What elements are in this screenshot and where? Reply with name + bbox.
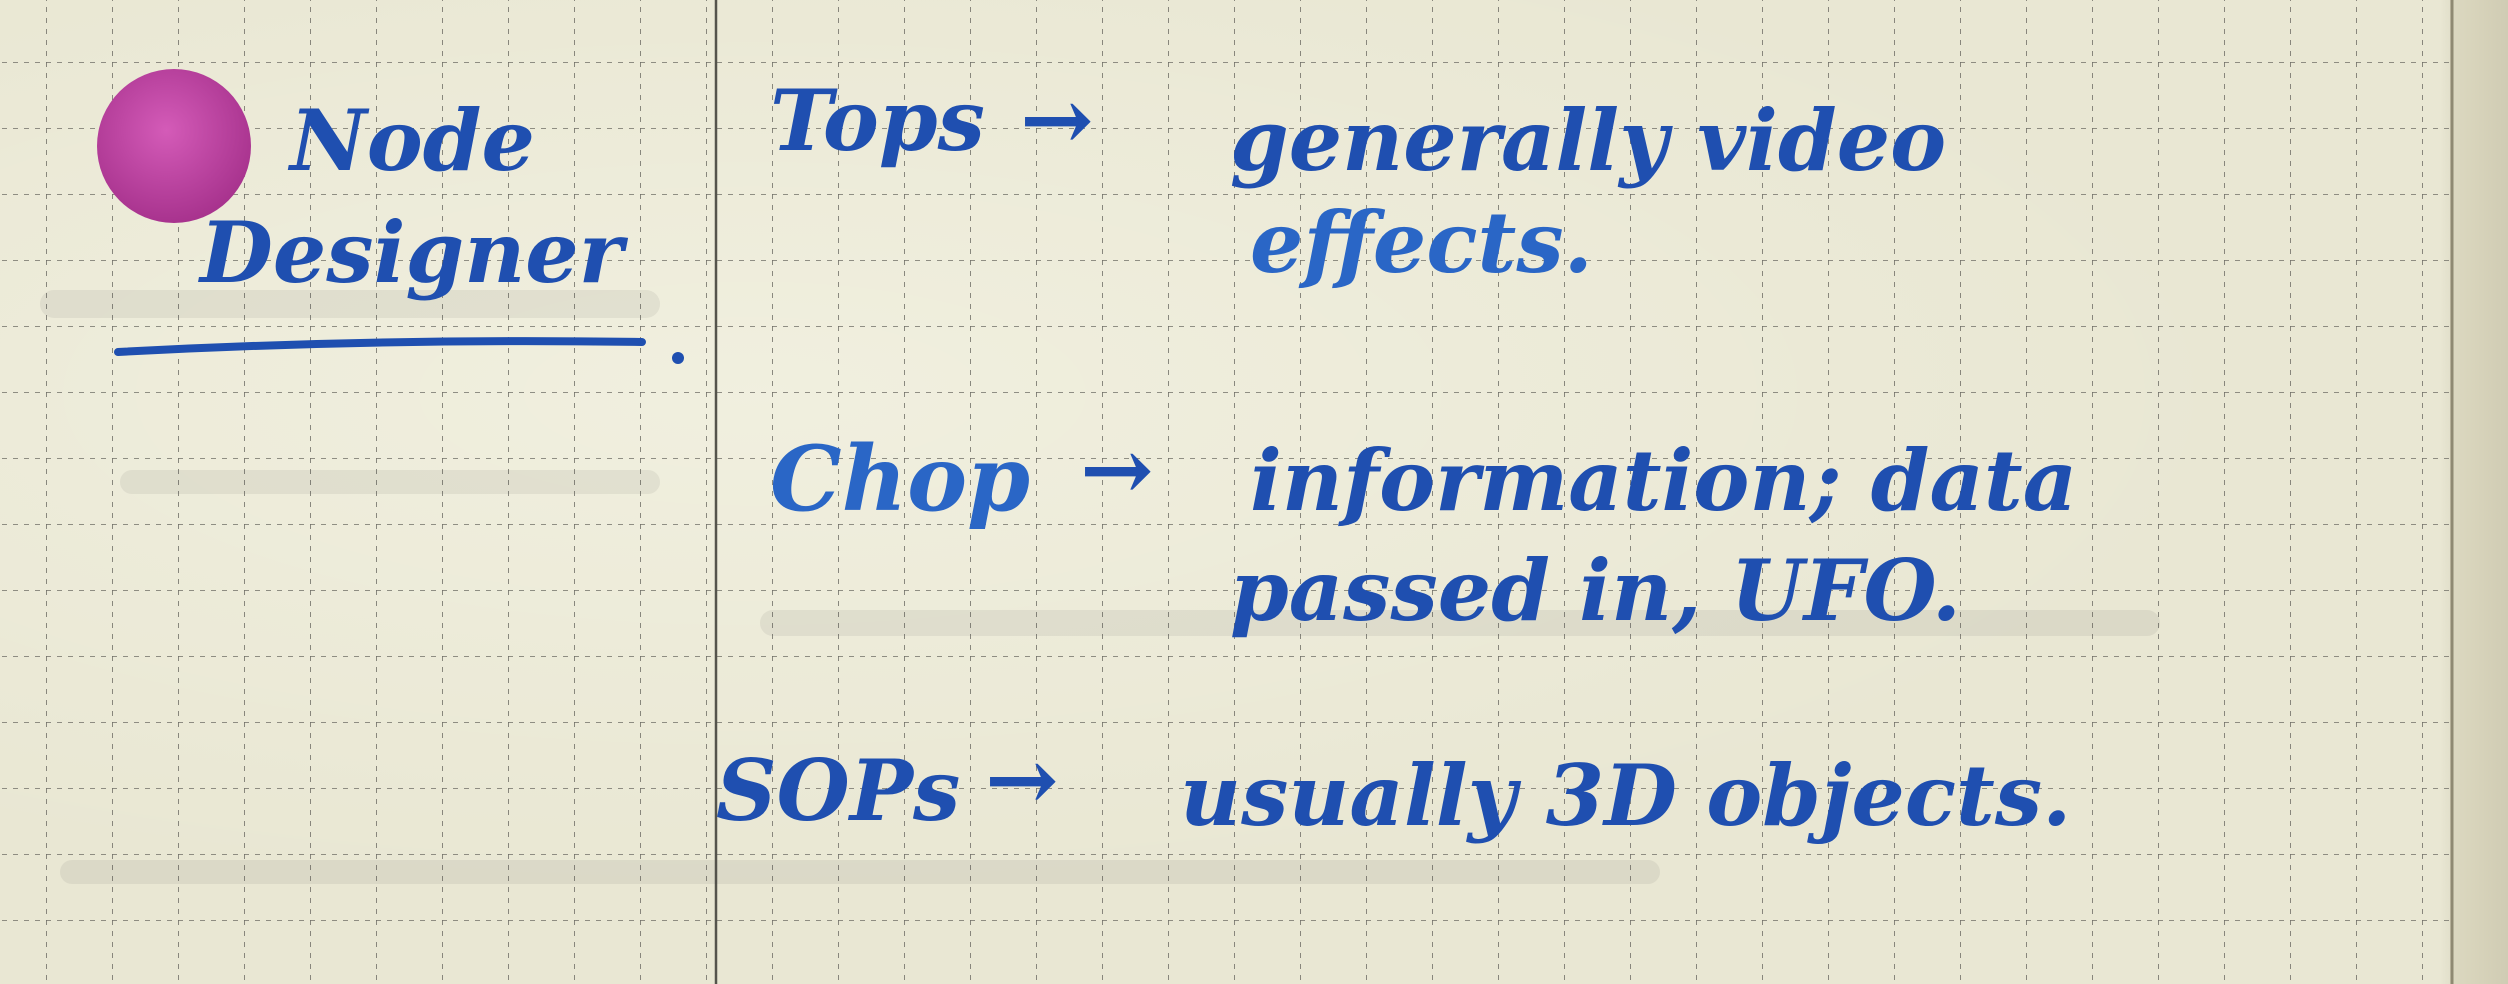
heading-line-1: Node [287,91,535,190]
heading-period [672,352,684,364]
heading-line-2: Designer [198,203,629,302]
note-term-chop: Chop [770,426,1030,532]
note-line1-chop: information; data [1250,431,2077,530]
bleed-through [40,290,2160,884]
note-line2-tops: effects. [1250,193,1593,292]
note-line1-sops: usually 3D objects. [1180,746,2071,845]
note-line2-chop: passed in, UFO. [1230,541,1961,640]
note-arrow-2: → [1080,417,1154,521]
note-arrow-3: → [985,727,1059,831]
grid-pattern [0,0,2450,984]
page-edge [2450,0,2508,984]
heading-underline [114,337,646,356]
note-term-tops: Tops [770,71,985,170]
magenta-circle-sticker-icon [97,69,251,223]
note-term-sops: SOPs [716,741,960,840]
note-arrow-1: → [1020,67,1094,171]
note-line1-tops: generally video [1230,91,1946,190]
